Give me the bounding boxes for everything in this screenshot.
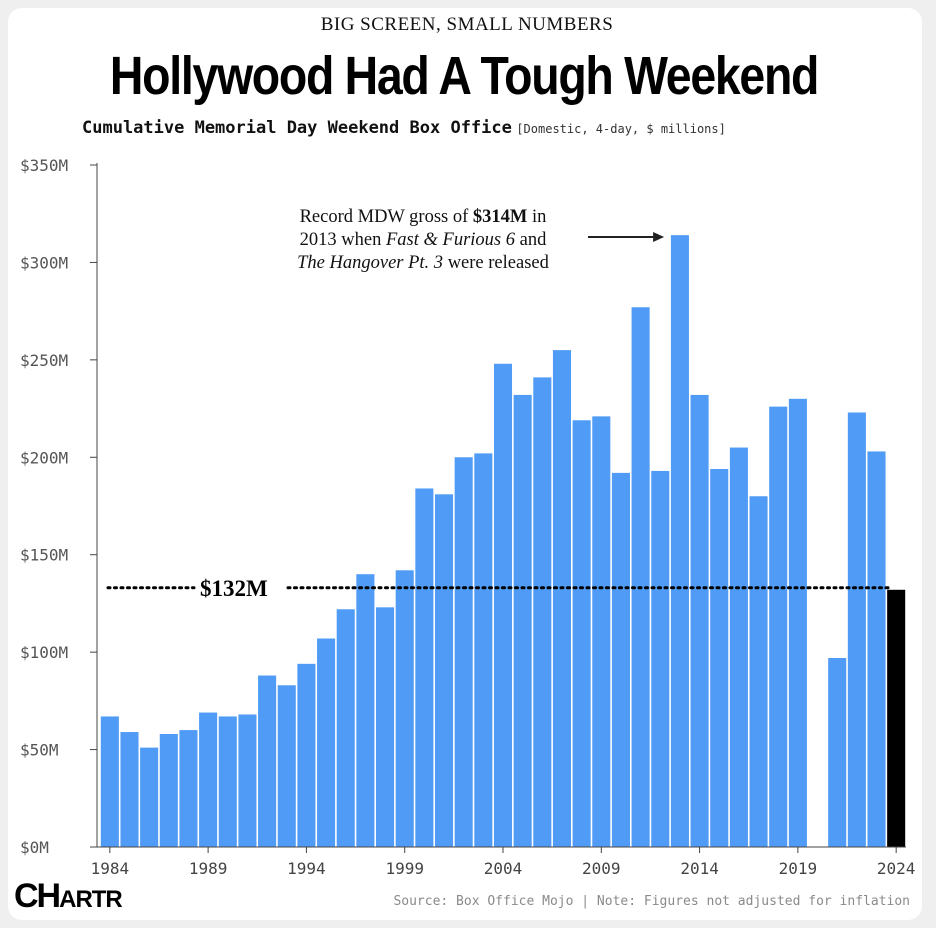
bar-1992 <box>258 675 277 847</box>
y-tick-label: $300M <box>20 253 68 272</box>
bar-2002 <box>454 457 473 847</box>
bar-1985 <box>120 732 139 847</box>
bars <box>100 235 906 848</box>
bar-2004 <box>493 363 513 847</box>
chart-subtitle: Cumulative Memorial Day Weekend Box Offi… <box>82 118 726 138</box>
bar-1989 <box>199 712 218 847</box>
annotation-line-3: The Hangover Pt. 3 were released <box>297 253 549 273</box>
chart-kicker: BIG SCREEN, SMALL NUMBERS <box>320 14 614 35</box>
bar-2017 <box>749 496 768 847</box>
bar-2021 <box>828 657 847 847</box>
y-axis: $0M $50M $100M $150M $200M $250M $300M $350M <box>20 156 98 857</box>
bar-1993 <box>277 685 296 847</box>
annotation-arrow-head <box>653 232 665 242</box>
y-tick-label: $200M <box>20 448 68 467</box>
x-tick-label: 1989 <box>189 859 228 878</box>
subtitle-note: [Domestic, 4-day, $ millions] <box>516 122 726 136</box>
source-note: Source: Box Office Mojo | Note: Figures … <box>393 894 910 909</box>
bar-1995 <box>317 638 336 847</box>
x-tick-label: 2014 <box>680 859 719 878</box>
y-tick-label: $350M <box>20 156 68 175</box>
bar-2018 <box>769 406 788 847</box>
bar-2000 <box>415 488 434 847</box>
x-tick-label: 2009 <box>582 859 621 878</box>
x-tick-label: 2004 <box>484 859 523 878</box>
bar-2023 <box>867 451 886 847</box>
chartr-logo: CHARTR <box>14 876 123 920</box>
bar-2024 <box>887 589 906 847</box>
bar-1996 <box>336 609 355 847</box>
record-annotation: Record MDW gross of $314M in 2013 when Fa… <box>297 207 665 273</box>
y-tick-label: $0M <box>20 838 49 857</box>
bar-1998 <box>376 607 395 847</box>
y-tick-label: $250M <box>20 351 68 370</box>
y-tick-label: $150M <box>20 546 68 565</box>
bar-1988 <box>179 730 198 847</box>
logo-big: CH <box>14 877 61 915</box>
bar-2012 <box>651 470 670 847</box>
x-tick-label: 1994 <box>287 859 326 878</box>
bar-2011 <box>631 307 650 847</box>
subtitle-main: Cumulative Memorial Day Weekend Box Offi… <box>82 118 512 138</box>
bar-2008 <box>572 420 591 847</box>
x-tick-label: 1999 <box>385 859 424 878</box>
bar-1999 <box>395 570 414 847</box>
x-axis: 1984 1989 1994 1999 2004 2009 2014 2019 2024 <box>91 846 916 878</box>
bar-2015 <box>710 468 729 847</box>
bar-2006 <box>533 377 552 847</box>
bar-2005 <box>513 394 532 847</box>
reference-line: $132M <box>106 576 890 601</box>
bar-1991 <box>238 714 257 847</box>
bar-1986 <box>140 747 159 847</box>
bar-1984 <box>100 716 119 847</box>
bar-2007 <box>552 350 572 847</box>
bar-2003 <box>474 453 493 847</box>
chart-headline: Hollywood Had A Tough Weekend <box>109 46 820 106</box>
x-tick-label: 1984 <box>91 859 130 878</box>
bar-2013 <box>670 235 689 848</box>
bar-2022 <box>847 412 866 847</box>
y-tick-label: $100M <box>20 643 68 662</box>
y-tick-label: $50M <box>20 741 59 760</box>
bar-2001 <box>434 494 454 847</box>
bar-1990 <box>218 716 237 847</box>
bar-2010 <box>611 472 630 847</box>
reference-label: $132M <box>200 576 268 601</box>
annotation-line-1: Record MDW gross of $314M in <box>300 207 547 227</box>
x-tick-label: 2024 <box>877 859 916 878</box>
x-tick-label: 2019 <box>779 859 818 878</box>
bar-2019 <box>788 398 807 847</box>
logo-small: ARTR <box>59 886 123 913</box>
bar-1994 <box>297 663 316 847</box>
bar-1997 <box>356 574 375 847</box>
bar-2014 <box>690 394 709 847</box>
bar-2009 <box>592 416 611 847</box>
bar-2016 <box>729 447 748 847</box>
annotation-line-2: 2013 when Fast & Furious 6 and <box>300 230 547 250</box>
bar-1987 <box>159 733 178 847</box>
